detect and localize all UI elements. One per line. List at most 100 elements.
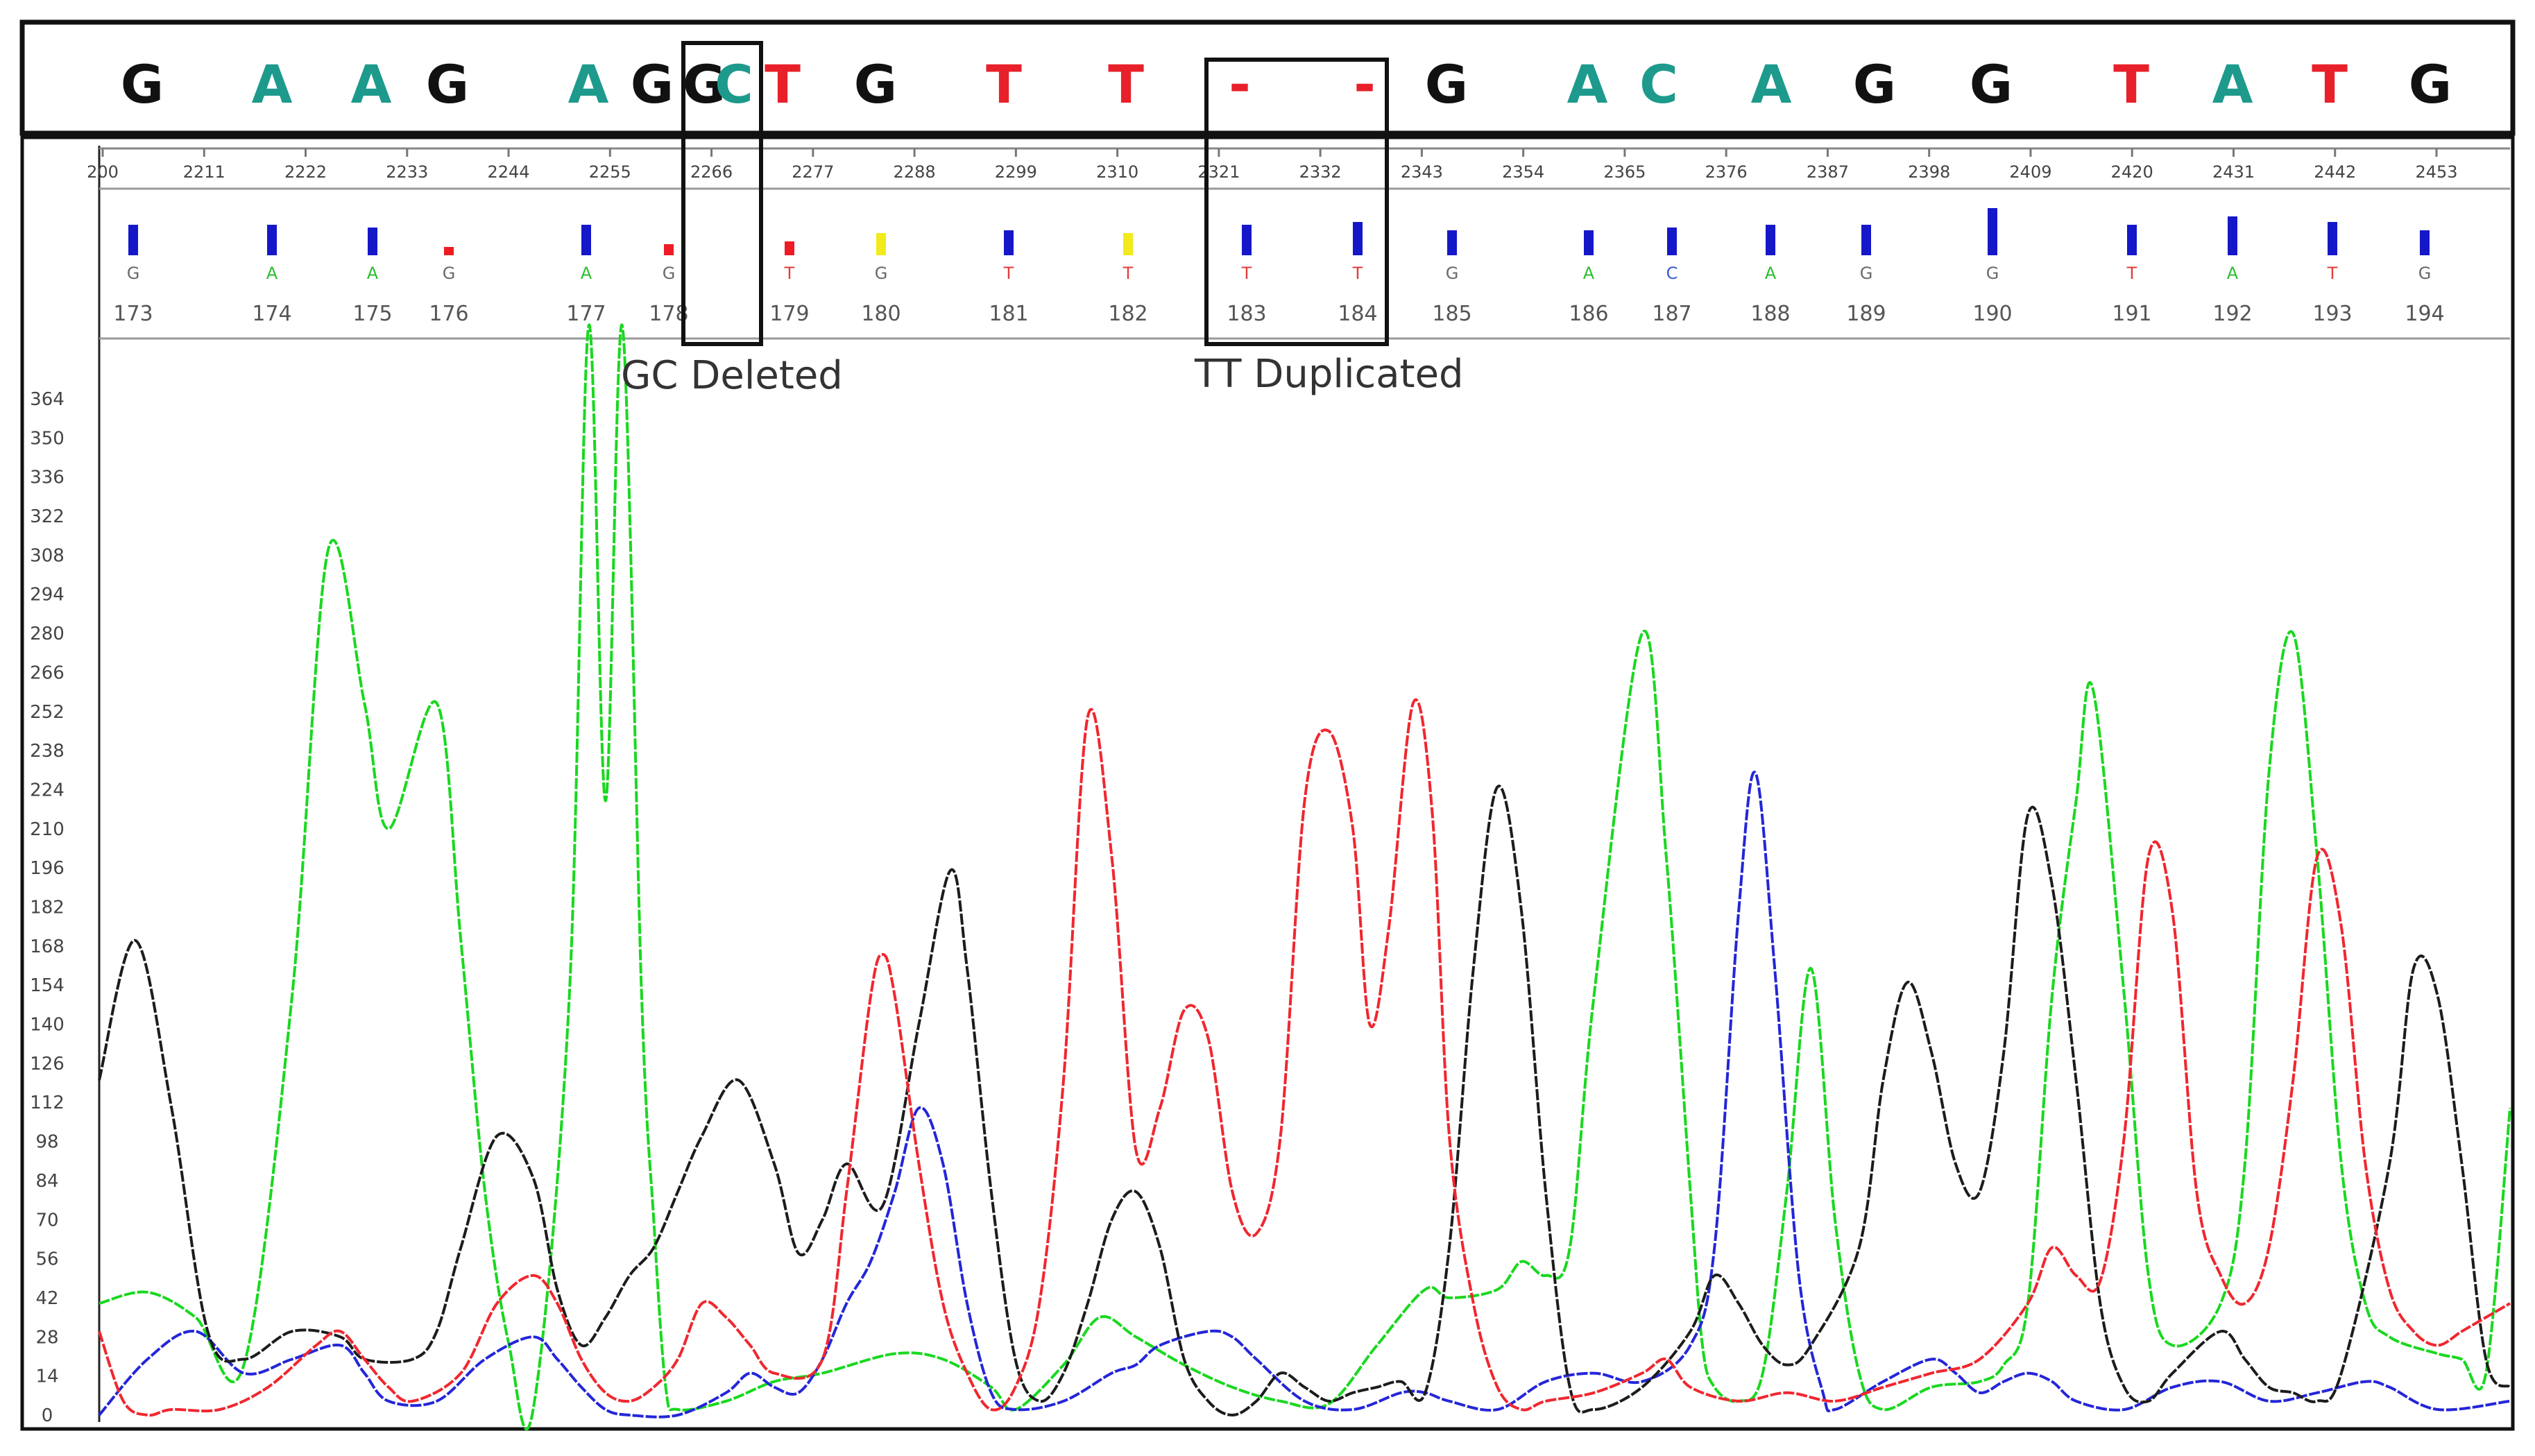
base-call-letter: G xyxy=(663,264,676,283)
base-call-letter: G xyxy=(127,264,140,283)
quality-bar xyxy=(2228,216,2237,255)
sequence-base: T xyxy=(1108,53,1144,115)
base-call-letter: T xyxy=(2327,264,2338,283)
quality-bar xyxy=(368,228,377,255)
sequence-base: C xyxy=(1639,53,1678,115)
base-call-index: 192 xyxy=(2212,302,2252,326)
position-ruler: 200 2211 2222 2233 2244 2255 2266 2277 2288 2299 2… xyxy=(87,148,2458,182)
y-tick-label: 182 xyxy=(30,898,65,918)
base-call-letter: A xyxy=(1765,264,1777,283)
gc-deleted-box xyxy=(681,41,763,346)
sequence-base: G xyxy=(1970,53,2013,115)
base-call-index: 181 xyxy=(989,302,1028,326)
base-call-letter: A xyxy=(266,264,278,283)
y-tick-label: 140 xyxy=(30,1015,65,1036)
base-call-letter: T xyxy=(784,264,795,283)
tt-duplicated-label: TT Duplicated xyxy=(1194,352,1464,397)
base-call-letter: G xyxy=(443,264,456,283)
quality-bar xyxy=(444,247,454,255)
y-tick-label: 350 xyxy=(30,428,65,449)
base-call-letter: A xyxy=(581,264,592,283)
base-call-letter: C xyxy=(1666,264,1678,283)
ruler-label: 2310 xyxy=(1096,162,1138,182)
base-call-index: 179 xyxy=(769,302,809,326)
gc-deleted-label: GC Deleted xyxy=(621,353,843,398)
y-tick-label: 70 xyxy=(35,1210,58,1231)
ruler-label: 2343 xyxy=(1401,162,1443,182)
sequence-base: T xyxy=(765,53,801,115)
y-tick-label: 14 xyxy=(35,1367,58,1387)
y-tick-label: 308 xyxy=(30,545,65,566)
sequence-base: G xyxy=(426,53,469,115)
base-call-index: 184 xyxy=(1338,302,1377,326)
quality-bar xyxy=(876,233,886,255)
base-call-index: 188 xyxy=(1750,302,1790,326)
sequence-base: A xyxy=(1751,53,1792,115)
base-call-letter: A xyxy=(1583,264,1595,283)
y-tick-label: 252 xyxy=(30,702,65,723)
quality-bar xyxy=(267,225,277,255)
base-call-index: 176 xyxy=(429,302,468,326)
y-tick-label: 336 xyxy=(30,468,65,488)
sequence-base: - xyxy=(1229,53,1251,115)
sequence-base: G xyxy=(631,53,674,115)
y-tick-label: 168 xyxy=(30,936,65,957)
quality-bar xyxy=(1353,222,1363,255)
sequence-base: G xyxy=(683,53,726,115)
ruler-label: 2288 xyxy=(894,162,936,182)
base-call-index: 177 xyxy=(566,302,606,326)
y-tick-label: 364 xyxy=(30,389,65,410)
base-call-letter: A xyxy=(2227,264,2239,283)
trace-lines xyxy=(98,323,2511,1431)
trace-A xyxy=(99,323,2511,1431)
base-call-letter: G xyxy=(1860,264,1873,283)
quality-bar xyxy=(2328,222,2337,255)
quality-bar xyxy=(2420,230,2430,255)
sequence-base: T xyxy=(2113,53,2149,115)
trace-C xyxy=(98,771,2511,1419)
ruler-label: 2398 xyxy=(1908,162,1950,182)
sequence-base: T xyxy=(986,53,1022,115)
ruler-label: 2409 xyxy=(2009,162,2051,182)
sequence-base: G xyxy=(1853,53,1896,115)
base-call-index: 190 xyxy=(1972,302,2012,326)
y-tick-label: 28 xyxy=(35,1327,58,1348)
ruler-label: 2299 xyxy=(995,162,1037,182)
trace-panel xyxy=(20,135,2515,1431)
base-call-index: 173 xyxy=(113,302,153,326)
ruler-label: 2277 xyxy=(792,162,834,182)
base-call-letter: G xyxy=(875,264,888,283)
ruler-label: 2321 xyxy=(1197,162,1240,182)
quality-bar xyxy=(1584,230,1594,255)
sequence-base: T xyxy=(2312,53,2348,115)
y-tick-label: 224 xyxy=(30,780,65,800)
sequence-base: G xyxy=(854,53,897,115)
ruler-label: 2431 xyxy=(2212,162,2255,182)
sequence-base: G xyxy=(2409,53,2452,115)
ruler-label: 2332 xyxy=(1299,162,1342,182)
ruler-label: 2266 xyxy=(690,162,733,182)
base-call-index: 193 xyxy=(2312,302,2352,326)
base-call-letter: T xyxy=(1003,264,1014,283)
y-tick-label: 98 xyxy=(35,1132,58,1153)
base-call-index: 174 xyxy=(252,302,291,326)
quality-bar xyxy=(664,244,674,255)
ruler-label: 200 xyxy=(87,162,119,182)
ruler-label: 2233 xyxy=(386,162,428,182)
ruler-label: 2420 xyxy=(2111,162,2153,182)
ruler-label: 2376 xyxy=(1705,162,1748,182)
y-tick-label: 112 xyxy=(30,1093,65,1113)
y-tick-label: 126 xyxy=(30,1054,65,1074)
quality-bar xyxy=(128,225,138,255)
quality-bar xyxy=(1123,233,1133,255)
y-tick-label: 42 xyxy=(35,1288,58,1309)
base-call-index: 194 xyxy=(2405,302,2444,326)
quality-bar xyxy=(2127,225,2137,255)
y-tick-label: 56 xyxy=(35,1249,58,1270)
quality-bar xyxy=(1861,225,1871,255)
base-call-track: G173A174A175G176A177G178T179G180T181T182… xyxy=(113,208,2445,326)
y-tick-label: 294 xyxy=(30,585,65,606)
y-tick-label: 154 xyxy=(30,975,65,996)
